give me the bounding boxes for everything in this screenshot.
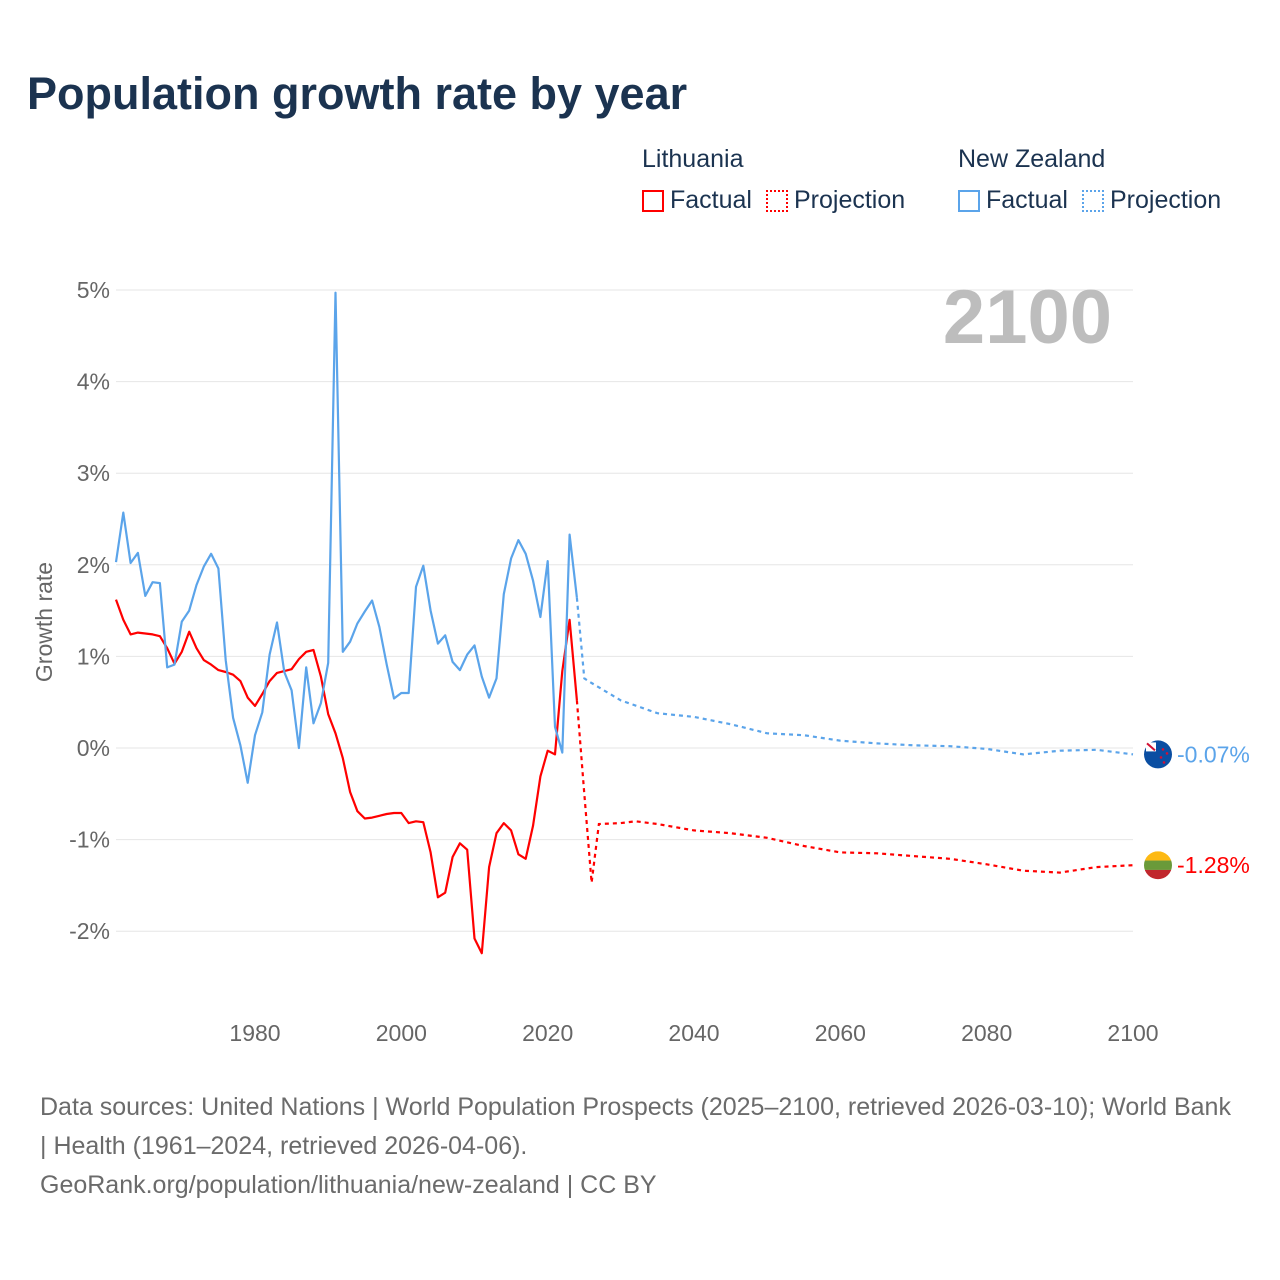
new-zealand-flag-icon xyxy=(1146,742,1156,752)
credit-link[interactable]: GeoRank.org/population/lithuania/new-zea… xyxy=(40,1171,657,1199)
data-sources: Data sources: United Nations | World Pop… xyxy=(40,1093,1231,1160)
new-zealand-flag-icon xyxy=(1159,756,1163,759)
legend-swatch-solid xyxy=(642,189,664,212)
line-new-zealand-projection xyxy=(575,597,1134,756)
legend-new-zealand: New Zealand Factual Projection xyxy=(958,145,1235,215)
end-label-new-zealand: -0.07% xyxy=(1177,741,1250,767)
plot-area: -2% -1% 0% 1% 2% 3% 4% 5% 1980 2000 2020 2040 2060 20… xyxy=(31,275,1250,1046)
chart-title: Population growth rate by year xyxy=(27,68,688,119)
end-label-lithuania: -1.28% xyxy=(1177,852,1250,878)
y-tick-label: 1% xyxy=(77,643,110,669)
y-tick-label: -2% xyxy=(69,918,110,944)
y-tick-label: 2% xyxy=(77,552,110,578)
new-zealand-flag-icon xyxy=(1161,748,1165,751)
y-tick-label: 3% xyxy=(77,460,110,486)
legend-swatch-solid xyxy=(958,189,980,212)
line-new-zealand-factual xyxy=(114,291,578,784)
x-tick-label: 2060 xyxy=(815,1020,866,1046)
legend-country-label: New Zealand xyxy=(958,145,1106,173)
x-tick-label: 1980 xyxy=(229,1020,280,1046)
legend-label: Factual xyxy=(670,186,752,214)
x-tick-label: 2000 xyxy=(376,1020,427,1046)
y-tick-label: 0% xyxy=(77,735,110,761)
line-lithuania-factual xyxy=(114,599,578,955)
legend-item-lithuania-projection[interactable]: Projection xyxy=(765,186,906,215)
legend-country-label: Lithuania xyxy=(642,145,744,173)
y-axis-label: Growth rate xyxy=(31,562,57,682)
y-tick-label: -1% xyxy=(69,827,110,853)
y-tick-label: 5% xyxy=(77,277,110,303)
legend-swatch-dotted xyxy=(1081,189,1104,212)
legend-label: Projection xyxy=(1109,186,1222,214)
legend-lithuania: Lithuania Factual Projection xyxy=(642,145,919,215)
x-tick-label: 2080 xyxy=(961,1020,1012,1046)
lithuania-flag-icon xyxy=(1144,851,1172,861)
legend-label: Projection xyxy=(793,186,906,214)
y-tick-label: 4% xyxy=(77,369,110,395)
footer: Data sources: United Nations | World Pop… xyxy=(40,1088,1240,1205)
lithuania-flag-icon xyxy=(1144,860,1172,870)
new-zealand-flag-icon xyxy=(1165,752,1169,755)
lithuania-flag-icon xyxy=(1144,869,1172,880)
legend-swatch-dotted xyxy=(765,189,788,212)
x-tick-label: 2040 xyxy=(668,1020,719,1046)
x-tick-label: 2020 xyxy=(522,1020,573,1046)
legend-item-nz-projection[interactable]: Projection xyxy=(1081,186,1222,215)
legend-item-lithuania-factual[interactable]: Factual xyxy=(642,186,752,215)
new-zealand-flag-icon xyxy=(1162,761,1166,764)
year-indicator: 2100 xyxy=(943,275,1112,360)
legend-label: Factual xyxy=(986,186,1068,214)
line-lithuania-projection xyxy=(575,700,1134,883)
legend-item-nz-factual[interactable]: Factual xyxy=(958,186,1068,215)
x-tick-label: 2100 xyxy=(1107,1020,1158,1046)
